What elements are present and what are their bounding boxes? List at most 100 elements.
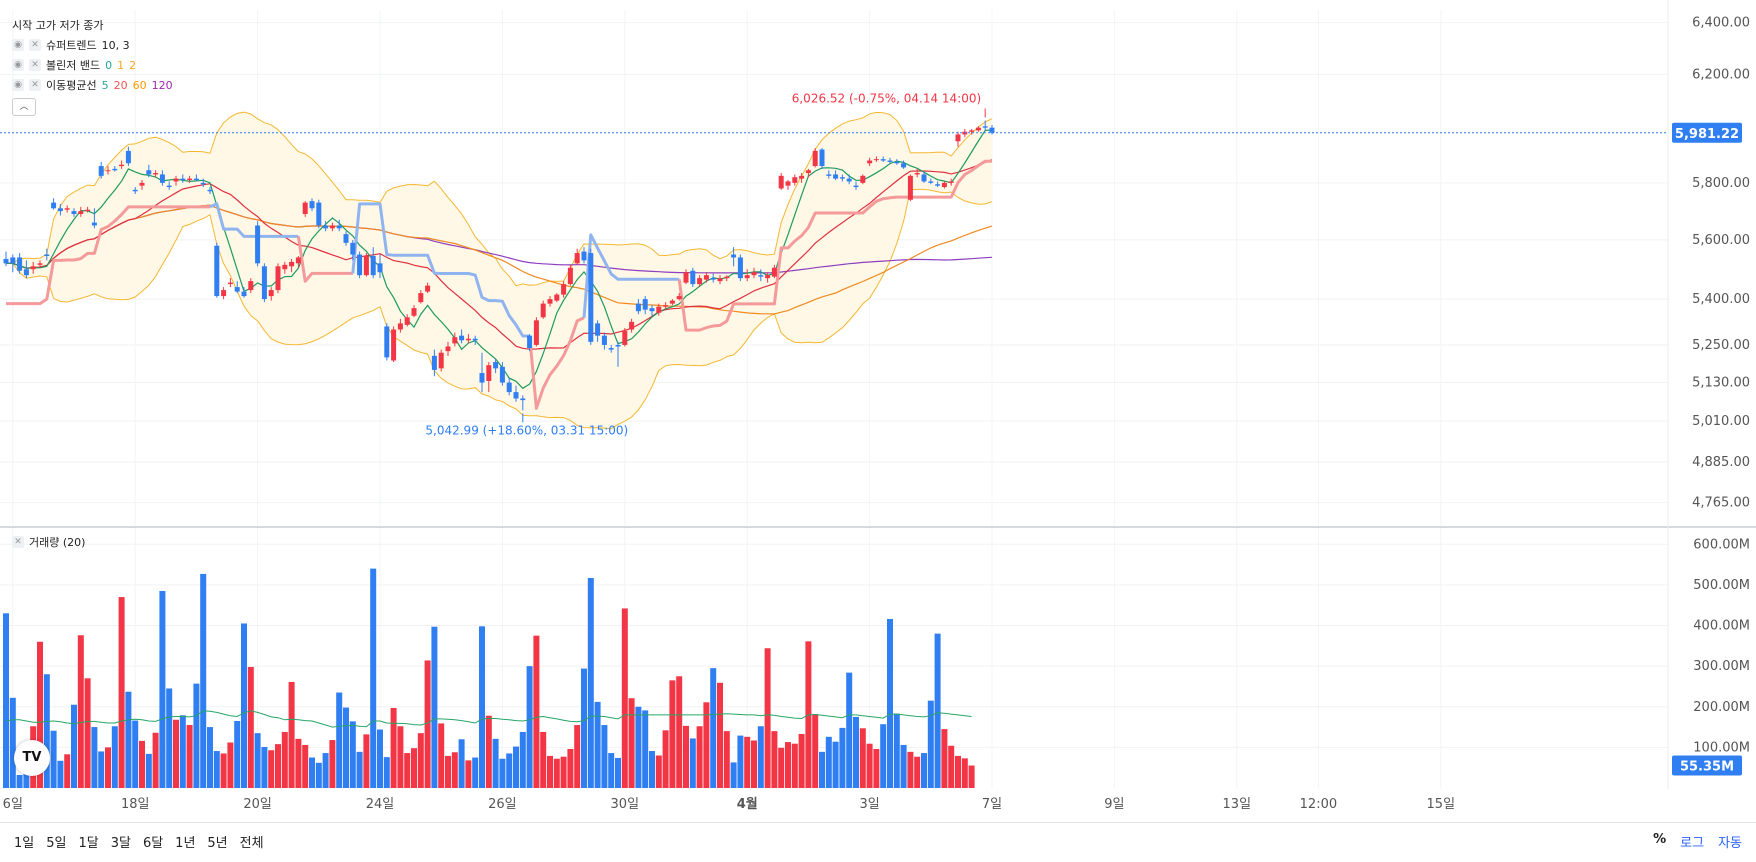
candle xyxy=(975,126,981,132)
candle-body xyxy=(493,362,499,369)
period-button-3[interactable]: 3달 xyxy=(110,836,131,851)
candle-body xyxy=(697,278,703,285)
candle-body xyxy=(710,278,716,280)
period-button-7[interactable]: 전체 xyxy=(239,836,264,851)
candle-body xyxy=(91,222,97,226)
candle xyxy=(486,362,492,393)
price-tick-label: 4,765.00 xyxy=(1692,496,1750,511)
period-button-0[interactable]: 1일 xyxy=(14,836,35,851)
candle-body xyxy=(248,281,254,291)
candle-body xyxy=(370,255,376,276)
candle-body xyxy=(431,355,437,370)
volume-legend[interactable]: ✕ 거래량 (20) xyxy=(12,532,85,552)
candle xyxy=(941,181,947,189)
candle-body xyxy=(554,294,560,301)
candle xyxy=(778,173,784,190)
volume-bar xyxy=(268,750,275,788)
period-button-6[interactable]: 5년 xyxy=(207,836,228,851)
volume-bar xyxy=(893,713,900,788)
bollinger-upper-line xyxy=(6,111,993,287)
candle xyxy=(724,275,730,282)
candle xyxy=(615,341,621,367)
volume-bar xyxy=(152,732,159,788)
volume-bar xyxy=(737,735,744,788)
volume-bar xyxy=(853,716,859,788)
supertrend-legend[interactable]: ◉ ✕ 슈퍼트렌드 10, 3 xyxy=(12,35,178,55)
eye-icon[interactable]: ◉ xyxy=(12,59,24,71)
volume-bar xyxy=(655,755,662,788)
candle-body xyxy=(622,331,628,345)
candle-body xyxy=(907,175,913,200)
candle-body xyxy=(261,266,267,300)
candle xyxy=(465,334,471,344)
candle xyxy=(17,253,23,274)
candle-body xyxy=(343,234,349,243)
auto-scale-button[interactable]: 자동 xyxy=(1718,836,1742,851)
period-button-2[interactable]: 1달 xyxy=(78,836,99,851)
candle xyxy=(771,264,777,279)
axes: 6,400.00 6,200.00 5,800.00 5,600.00 5,400.00… xyxy=(0,0,1756,812)
volume-bar xyxy=(329,740,336,788)
volume-bar xyxy=(499,758,506,788)
ma-params: 5 20 60 120 xyxy=(102,79,178,92)
chart-canvas[interactable]: 6,400.00 6,200.00 5,800.00 5,600.00 5,400.00… xyxy=(0,0,1756,822)
volume-bar xyxy=(322,753,329,788)
chevron-up-icon[interactable]: ︿ xyxy=(12,98,36,116)
last-volume-label: 55.35M xyxy=(1680,760,1734,775)
close-icon[interactable]: ✕ xyxy=(29,39,41,51)
candle xyxy=(914,168,920,178)
candle-body xyxy=(513,392,519,399)
candle xyxy=(601,332,607,350)
candle xyxy=(234,281,240,294)
time-tick-label: 13일 xyxy=(1223,797,1252,812)
ma5-line xyxy=(6,129,993,390)
volume-bar xyxy=(173,719,179,788)
supertrend-up-line xyxy=(296,236,353,283)
candle-body xyxy=(166,185,172,188)
ma-legend[interactable]: ◉ ✕ 이동평균선 5 20 60 120 xyxy=(12,75,178,95)
period-button-4[interactable]: 6달 xyxy=(142,836,164,851)
candle xyxy=(642,296,648,315)
volume-bar xyxy=(907,751,914,788)
candle-body xyxy=(860,175,866,183)
candle-body xyxy=(105,170,111,172)
time-tick-label: 9일 xyxy=(1104,797,1124,812)
candle-body xyxy=(928,181,934,183)
volume-bar xyxy=(547,755,553,788)
candle-body xyxy=(669,300,675,304)
eye-icon[interactable]: ◉ xyxy=(12,79,24,91)
candle xyxy=(438,349,444,372)
period-button-1[interactable]: 5일 xyxy=(46,836,67,851)
candle xyxy=(506,377,512,396)
percent-scale-button[interactable]: % xyxy=(1653,832,1667,847)
log-scale-button[interactable]: 로그 xyxy=(1680,836,1705,851)
candle xyxy=(363,253,369,277)
volume-bar xyxy=(968,765,975,788)
period-button-5[interactable]: 1년 xyxy=(175,836,196,851)
candle xyxy=(51,198,57,210)
candle-body xyxy=(472,338,478,341)
volume-bar xyxy=(642,710,649,788)
close-icon[interactable]: ✕ xyxy=(12,536,24,548)
candle xyxy=(302,201,308,217)
volume-bar xyxy=(336,692,343,788)
candle-body xyxy=(520,398,526,401)
close-icon[interactable]: ✕ xyxy=(29,79,41,91)
candle xyxy=(656,303,662,316)
candle-body xyxy=(873,159,879,161)
candle-body xyxy=(159,174,165,183)
volume-bar xyxy=(621,608,628,788)
volume-bar xyxy=(166,688,173,788)
close-icon[interactable]: ✕ xyxy=(29,59,41,71)
candle-body xyxy=(411,308,417,316)
volume-bar xyxy=(281,731,288,788)
candle xyxy=(268,287,274,301)
price-tick-label: 6,200.00 xyxy=(1692,67,1750,82)
volume-bar xyxy=(764,648,771,788)
eye-icon[interactable]: ◉ xyxy=(12,39,24,51)
volume-bar xyxy=(64,754,71,788)
tradingview-logo[interactable]: TV xyxy=(14,740,50,776)
supertrend-down-line xyxy=(351,202,530,338)
